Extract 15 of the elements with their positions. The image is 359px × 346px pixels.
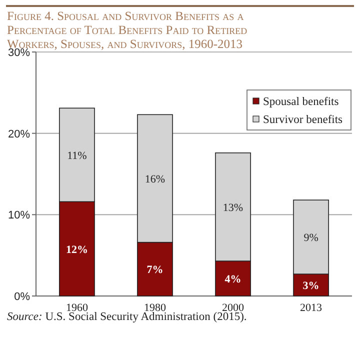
data-label: 3% [302, 280, 320, 292]
data-label: 16% [144, 173, 166, 186]
data-label: 11% [67, 150, 87, 162]
source-note: Source: U.S. Social Security Administration (2015). [7, 311, 247, 323]
data-label: 4% [224, 274, 242, 286]
data-label: 7% [146, 264, 164, 276]
y-tick-label: 10% [8, 210, 30, 222]
data-label: 12% [66, 244, 88, 256]
data-label: 13% [222, 202, 244, 214]
legend-label: Spousal benefits [263, 96, 340, 108]
y-tick-label: 20% [8, 128, 30, 140]
data-label: 9% [304, 232, 318, 244]
legend-label: Survivor benefits [263, 114, 344, 126]
x-tick-label: 2013 [300, 302, 323, 314]
y-tick-label: 0% [14, 291, 30, 303]
